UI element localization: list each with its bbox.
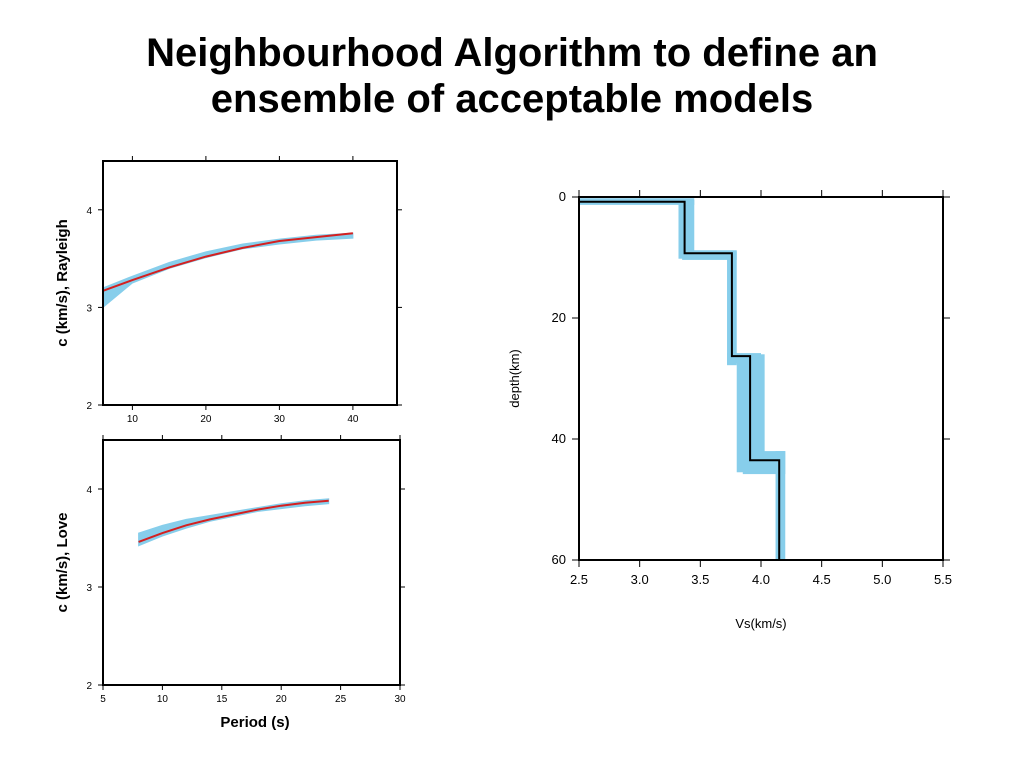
rayleigh-ensemble-band bbox=[103, 232, 354, 309]
velocity-profile-y-axis-title: depth(km) bbox=[507, 349, 522, 408]
rayleigh-y-tick-label: 2 bbox=[86, 401, 92, 412]
velocity-profile-x-tick-label: 4.5 bbox=[813, 572, 831, 587]
velocity-profile-x-axis-title: Vs(km/s) bbox=[735, 616, 786, 631]
love-y-tick-label: 4 bbox=[86, 485, 92, 496]
love-x-tick-label: 20 bbox=[276, 694, 288, 705]
velocity-profile-y-tick-label: 0 bbox=[559, 189, 566, 204]
velocity-profile-x-tick-label: 2.5 bbox=[570, 572, 588, 587]
love-frame bbox=[102, 439, 401, 686]
love-plot-area bbox=[138, 498, 330, 547]
velocity-profile-x-tick-label: 5.5 bbox=[934, 572, 952, 587]
velocity-profile-ensemble-block-2 bbox=[682, 250, 737, 260]
rayleigh-y-axis-title: c (km/s), Rayleigh bbox=[54, 219, 71, 347]
velocity-profile-y-tick-label: 40 bbox=[552, 431, 566, 446]
rayleigh-x-tick-label: 30 bbox=[274, 414, 286, 425]
love-y-tick-label: 2 bbox=[86, 681, 92, 692]
velocity-profile-x-tick-label: 5.0 bbox=[873, 572, 891, 587]
velocity-profile-x-tick-label: 3.5 bbox=[691, 572, 709, 587]
love-x-tick-label: 30 bbox=[394, 694, 406, 705]
love-x-tick-label: 15 bbox=[216, 694, 228, 705]
rayleigh-x-tick-label: 10 bbox=[127, 414, 139, 425]
rayleigh-best-fit-line bbox=[103, 232, 354, 292]
velocity-profile-y-tick-label: 60 bbox=[552, 552, 566, 567]
velocity-profile-ensemble-block-1 bbox=[678, 200, 695, 259]
rayleigh-plot-area bbox=[103, 232, 354, 309]
love-x-tick-label: 10 bbox=[157, 694, 169, 705]
rayleigh-x-tick-label: 20 bbox=[200, 414, 212, 425]
velocity-profile-ensemble-block-7 bbox=[775, 451, 786, 560]
slide-title-line-2: ensemble of acceptable models bbox=[210, 77, 814, 121]
rayleigh-frame bbox=[102, 160, 398, 406]
rayleigh-x-tick-label: 40 bbox=[347, 414, 359, 425]
slide-title-line-1: Neighbourhood Algorithm to define an bbox=[146, 31, 878, 75]
velocity-profile-y-tick-label: 20 bbox=[552, 310, 566, 325]
love-ensemble-band bbox=[138, 498, 330, 547]
love-best-fit-line bbox=[138, 499, 329, 543]
love-x-axis-title: Period (s) bbox=[220, 714, 289, 731]
velocity-profile-plot-area bbox=[579, 198, 786, 560]
love-y-tick-label: 3 bbox=[86, 583, 92, 594]
rayleigh-y-tick-label: 4 bbox=[86, 206, 92, 217]
love-x-tick-label: 5 bbox=[100, 694, 106, 705]
love-y-axis-title: c (km/s), Love bbox=[54, 512, 71, 612]
love-x-tick-label: 25 bbox=[335, 694, 347, 705]
velocity-profile-ensemble-block-6 bbox=[742, 451, 786, 475]
rayleigh-y-tick-label: 3 bbox=[86, 303, 92, 314]
velocity-profile-x-tick-label: 3.0 bbox=[631, 572, 649, 587]
velocity-profile-best-fit-line bbox=[579, 200, 781, 560]
slide-title: Neighbourhood Algorithm to define an ens… bbox=[0, 30, 1024, 122]
velocity-profile-x-tick-label: 4.0 bbox=[752, 572, 770, 587]
